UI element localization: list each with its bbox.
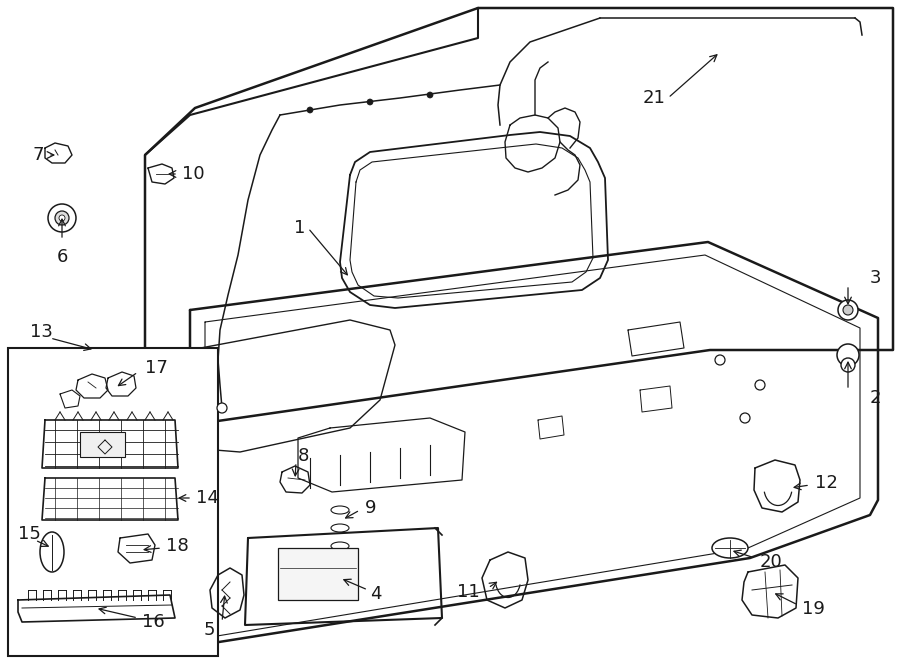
Text: 20: 20 bbox=[760, 553, 783, 571]
Circle shape bbox=[838, 300, 858, 320]
Text: 6: 6 bbox=[57, 248, 68, 266]
Circle shape bbox=[367, 99, 373, 105]
Text: 15: 15 bbox=[18, 525, 40, 543]
Text: 5: 5 bbox=[203, 621, 215, 639]
Circle shape bbox=[755, 380, 765, 390]
Bar bbox=[8, 348, 218, 656]
Ellipse shape bbox=[331, 542, 349, 550]
Bar bbox=[80, 432, 125, 457]
Ellipse shape bbox=[331, 578, 349, 586]
Circle shape bbox=[48, 204, 76, 232]
Circle shape bbox=[59, 215, 65, 221]
Bar bbox=[278, 548, 358, 600]
Text: 13: 13 bbox=[30, 323, 53, 341]
Text: 14: 14 bbox=[196, 489, 219, 507]
Text: 10: 10 bbox=[182, 165, 204, 183]
Text: 16: 16 bbox=[142, 613, 165, 631]
Text: 4: 4 bbox=[370, 585, 382, 603]
Circle shape bbox=[841, 358, 855, 372]
Text: 17: 17 bbox=[145, 359, 168, 377]
Text: 7: 7 bbox=[32, 146, 44, 164]
Circle shape bbox=[217, 403, 227, 413]
Circle shape bbox=[843, 305, 853, 315]
Ellipse shape bbox=[331, 506, 349, 514]
Ellipse shape bbox=[331, 524, 349, 532]
Text: 3: 3 bbox=[870, 269, 881, 287]
Circle shape bbox=[715, 355, 725, 365]
Circle shape bbox=[427, 92, 433, 98]
Text: 18: 18 bbox=[166, 537, 189, 555]
Ellipse shape bbox=[712, 538, 748, 558]
Circle shape bbox=[837, 344, 859, 366]
Text: 2: 2 bbox=[870, 389, 881, 407]
Circle shape bbox=[307, 107, 313, 113]
Text: 11: 11 bbox=[457, 583, 480, 601]
Ellipse shape bbox=[40, 532, 64, 572]
Text: 12: 12 bbox=[815, 474, 838, 492]
Text: 21: 21 bbox=[642, 89, 665, 107]
Text: 1: 1 bbox=[293, 219, 305, 237]
Ellipse shape bbox=[331, 560, 349, 568]
Circle shape bbox=[740, 413, 750, 423]
Circle shape bbox=[55, 211, 69, 225]
Text: 8: 8 bbox=[298, 447, 310, 465]
Text: 19: 19 bbox=[802, 600, 825, 618]
Text: 9: 9 bbox=[365, 499, 376, 517]
